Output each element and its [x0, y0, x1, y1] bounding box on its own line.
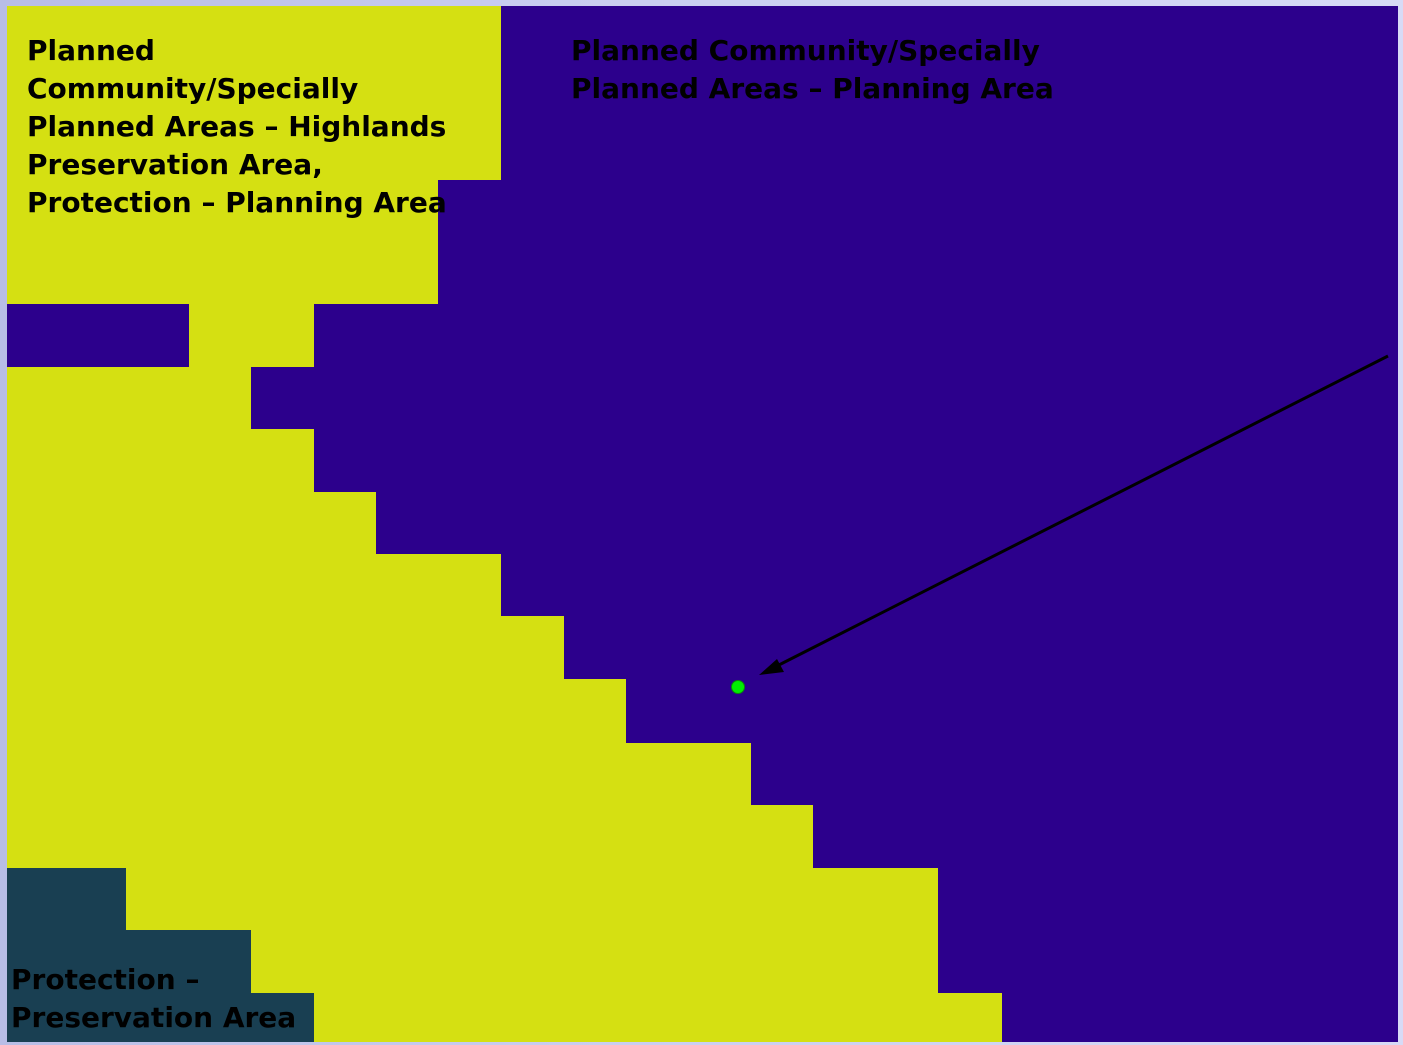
zoning-map-canvas [7, 6, 1389, 1042]
zoning-map: Planned Community/Specially Planned Area… [7, 6, 1398, 1042]
site-marker-dot [731, 680, 745, 694]
highlands-planning-area-region [7, 6, 1002, 1042]
planning-area-label: Planned Community/Specially Planned Area… [571, 34, 1054, 105]
pointer-arrow-head [759, 659, 784, 675]
highlands-planning-area-label: Planned Community/Specially Planned Area… [27, 34, 447, 219]
pointer-arrow-line [768, 354, 1389, 672]
preservation-area-label: Protection – Preservation Area [11, 963, 297, 1034]
preservation-area-region [7, 868, 314, 1042]
